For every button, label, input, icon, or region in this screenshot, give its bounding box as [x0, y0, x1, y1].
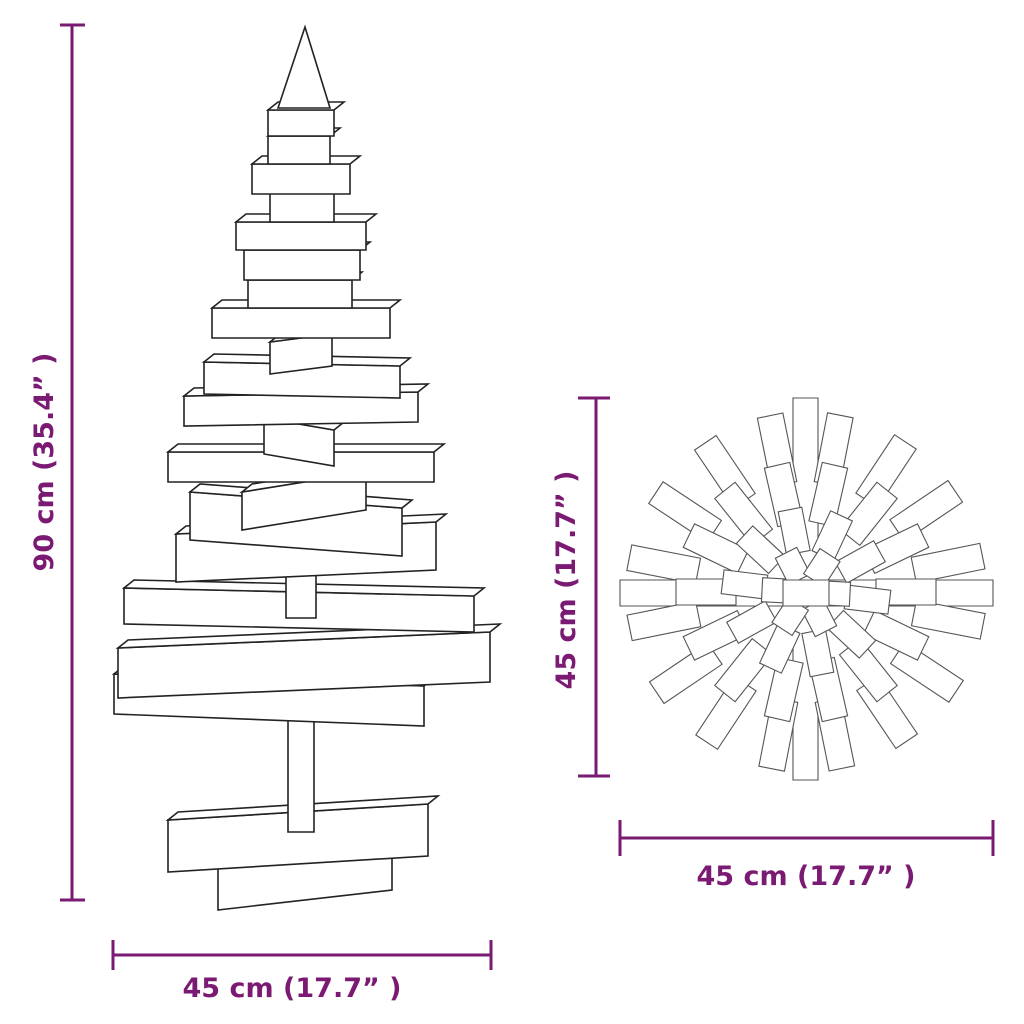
top-view-plank — [735, 525, 786, 575]
top-view-plank — [725, 600, 778, 644]
top-view-plank — [910, 599, 986, 640]
top-view-plank — [875, 578, 937, 606]
height-dimension-line — [60, 23, 85, 902]
tree-plank — [267, 109, 335, 137]
tree-plank — [247, 279, 353, 309]
top-view-plank — [675, 578, 737, 606]
tree-side-view — [111, 24, 503, 911]
tree-plank — [251, 163, 351, 195]
tree-plank — [269, 191, 335, 223]
top-view-width-dimension-line — [618, 820, 995, 856]
top-view-plank — [648, 641, 723, 705]
tree-width-label: 45 cm (17.7” ) — [183, 973, 402, 1004]
top-view-plank — [889, 479, 964, 543]
top-view-plank — [826, 609, 877, 659]
tree-plank — [211, 307, 391, 339]
tree-height-label: 90 cm (35.4” ) — [29, 353, 60, 572]
top-view-height-dimension-line — [578, 396, 610, 778]
top-view-plank — [720, 569, 769, 600]
tree-plank — [267, 135, 331, 165]
top-view-plank — [862, 609, 930, 661]
top-view-plank — [626, 600, 702, 642]
top-view-plank — [763, 656, 804, 723]
top-view-plank — [682, 523, 750, 575]
top-view-height-label: 45 cm (17.7” ) — [551, 471, 582, 690]
top-view-plank — [843, 584, 892, 615]
top-view-plank — [834, 540, 887, 584]
top-view-plank — [802, 547, 841, 588]
tree-top-view — [619, 397, 994, 781]
top-view-plank — [626, 544, 702, 585]
tree-width-dimension-line — [111, 940, 493, 970]
top-view-trunk — [782, 579, 830, 607]
tree-plank — [235, 221, 367, 251]
top-view-width-label: 45 cm (17.7” ) — [697, 861, 916, 892]
top-view-plank — [808, 461, 849, 528]
tree-plank — [243, 249, 361, 281]
tree-top-point — [276, 24, 332, 109]
top-view-plank — [910, 542, 986, 584]
